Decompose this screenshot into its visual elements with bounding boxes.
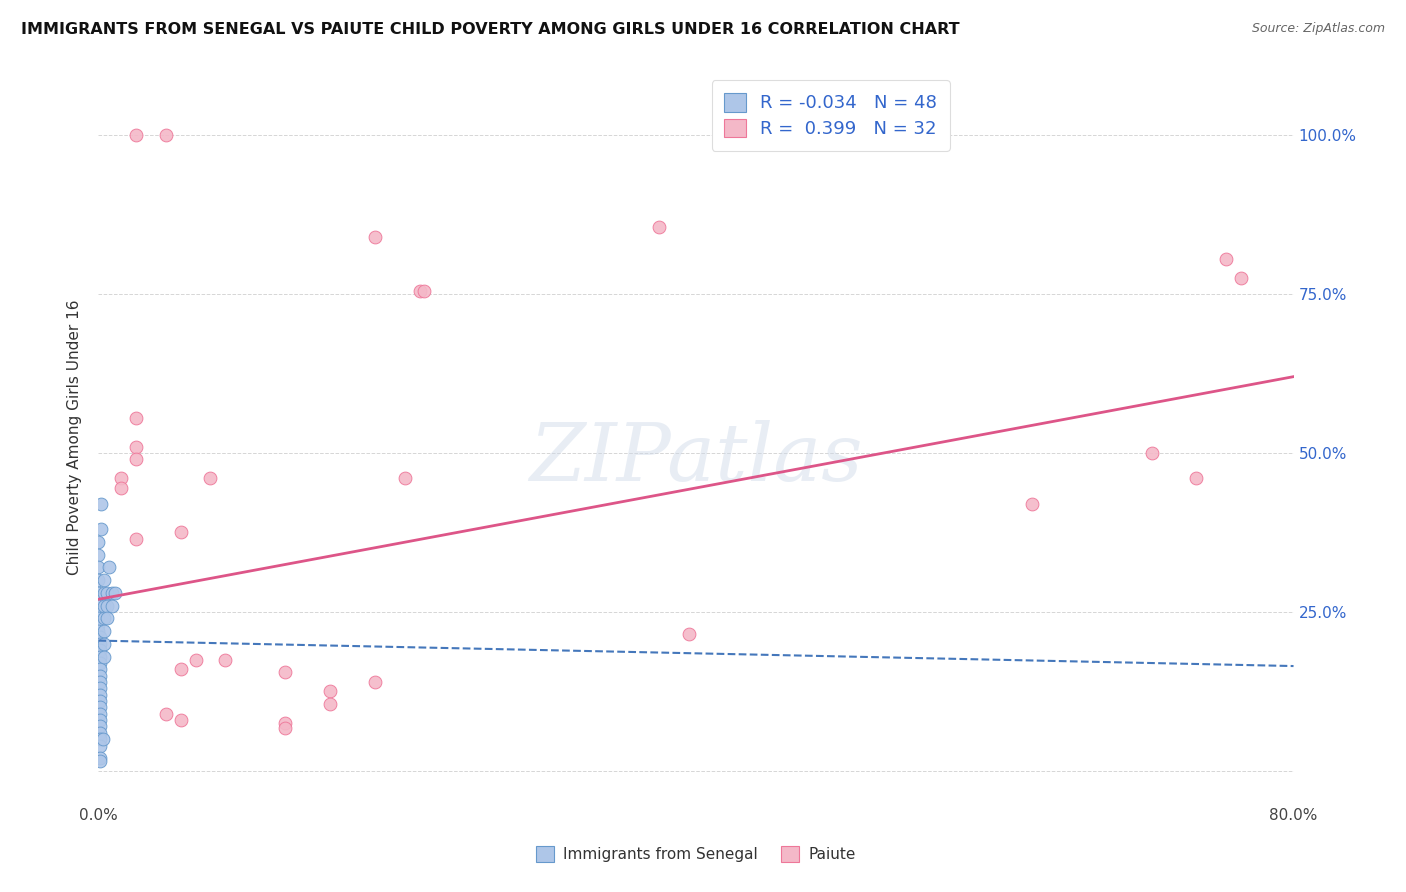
Point <box>155 128 177 142</box>
Point <box>125 440 148 454</box>
Point <box>214 653 236 667</box>
Point <box>89 656 111 670</box>
Point <box>93 624 115 638</box>
Point <box>87 548 110 562</box>
Point <box>169 525 191 540</box>
Point <box>110 471 132 485</box>
Point <box>89 726 111 740</box>
Point <box>87 592 110 607</box>
Point <box>274 721 297 735</box>
Text: Source: ZipAtlas.com: Source: ZipAtlas.com <box>1251 22 1385 36</box>
Point <box>125 411 148 425</box>
Point <box>413 284 436 298</box>
Point <box>89 732 111 747</box>
Point <box>89 668 111 682</box>
Point <box>169 662 191 676</box>
Point <box>104 586 127 600</box>
Point <box>125 532 148 546</box>
Point <box>89 643 111 657</box>
Point <box>274 716 297 731</box>
Point <box>647 220 669 235</box>
Point <box>90 497 112 511</box>
Point <box>364 229 387 244</box>
Point <box>91 732 114 747</box>
Point <box>87 617 110 632</box>
Point <box>89 719 111 733</box>
Point <box>364 675 387 690</box>
Point <box>200 471 222 485</box>
Point <box>87 605 110 619</box>
Point <box>89 751 111 765</box>
Point <box>184 653 207 667</box>
Point <box>319 684 342 698</box>
Point <box>90 522 112 536</box>
Point <box>96 599 118 613</box>
Point <box>274 665 297 680</box>
Point <box>93 611 115 625</box>
Point <box>89 662 111 676</box>
Point <box>319 697 342 711</box>
Point <box>110 481 132 495</box>
Point <box>125 452 148 467</box>
Point <box>101 599 124 613</box>
Point <box>101 586 124 600</box>
Point <box>89 739 111 753</box>
Point <box>89 700 111 714</box>
Legend: Immigrants from Senegal, Paiute: Immigrants from Senegal, Paiute <box>530 840 862 868</box>
Point <box>89 675 111 690</box>
Point <box>169 713 191 727</box>
Point <box>89 694 111 708</box>
Point <box>89 637 111 651</box>
Text: ZIPatlas: ZIPatlas <box>529 420 863 498</box>
Point <box>1215 252 1237 266</box>
Point <box>96 586 118 600</box>
Point <box>89 681 111 696</box>
Point <box>93 586 115 600</box>
Point <box>93 599 115 613</box>
Point <box>408 284 430 298</box>
Point <box>87 573 110 587</box>
Point <box>89 649 111 664</box>
Point <box>1140 446 1163 460</box>
Point <box>89 688 111 702</box>
Point <box>89 713 111 727</box>
Point <box>155 706 177 721</box>
Point <box>97 560 120 574</box>
Point <box>93 649 115 664</box>
Point <box>678 627 700 641</box>
Point <box>87 599 110 613</box>
Point <box>125 128 148 142</box>
Point <box>93 637 115 651</box>
Point <box>93 573 115 587</box>
Text: IMMIGRANTS FROM SENEGAL VS PAIUTE CHILD POVERTY AMONG GIRLS UNDER 16 CORRELATION: IMMIGRANTS FROM SENEGAL VS PAIUTE CHILD … <box>21 22 960 37</box>
Point <box>1185 471 1208 485</box>
Point <box>1021 497 1043 511</box>
Point <box>394 471 416 485</box>
Point <box>87 535 110 549</box>
Point <box>89 755 111 769</box>
Y-axis label: Child Poverty Among Girls Under 16: Child Poverty Among Girls Under 16 <box>67 300 83 574</box>
Point <box>1230 271 1253 285</box>
Point <box>89 706 111 721</box>
Point <box>87 624 110 638</box>
Point <box>96 611 118 625</box>
Point <box>89 631 111 645</box>
Point <box>87 586 110 600</box>
Point <box>87 560 110 574</box>
Point <box>87 611 110 625</box>
